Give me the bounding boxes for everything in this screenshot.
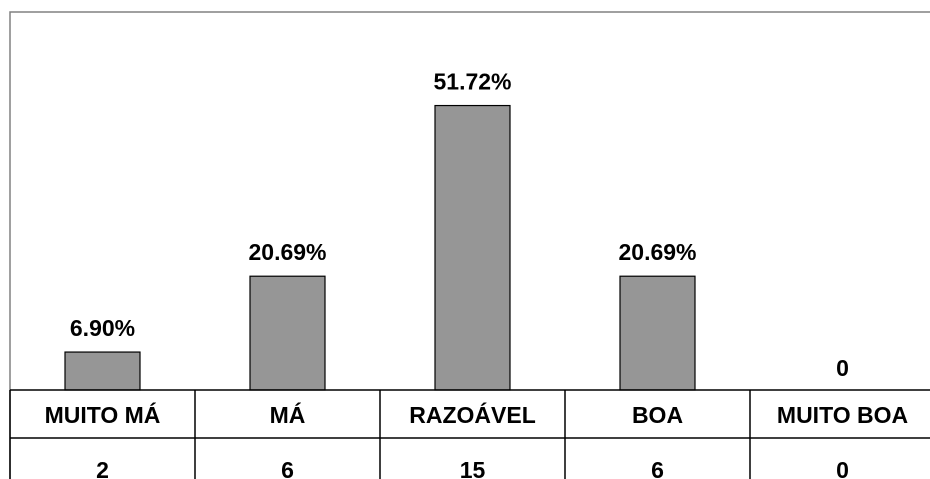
count-label-4: 0 [836, 457, 849, 479]
count-label-1: 6 [281, 457, 294, 479]
category-label-4: MUITO BOA [777, 402, 908, 428]
data-label-4: 0 [836, 355, 849, 381]
data-label-0: 6.90% [70, 315, 135, 341]
data-label-2: 51.72% [433, 69, 511, 95]
data-labels-group: 6.90% 20.69% 51.72% 20.69% 0 [70, 69, 849, 381]
category-label-2: RAZOÁVEL [409, 401, 536, 428]
data-label-3: 20.69% [618, 239, 696, 265]
count-label-3: 6 [651, 457, 664, 479]
bar-0 [64, 351, 141, 391]
data-table: MUITO MÁ 2 MÁ 6 RAZOÁVEL 15 BOA 6 MUITO BOA 0 [9, 389, 930, 479]
data-label-1: 20.69% [248, 239, 326, 265]
chart-frame [9, 11, 930, 479]
bar-2 [434, 104, 511, 391]
count-label-0: 2 [96, 457, 109, 479]
category-label-0: MUITO MÁ [45, 401, 161, 428]
category-label-3: BOA [632, 402, 683, 428]
bar-3 [619, 275, 696, 391]
bars-group [64, 104, 696, 391]
count-label-2: 15 [460, 457, 486, 479]
bar-1 [249, 275, 326, 391]
category-label-1: MÁ [270, 401, 306, 428]
